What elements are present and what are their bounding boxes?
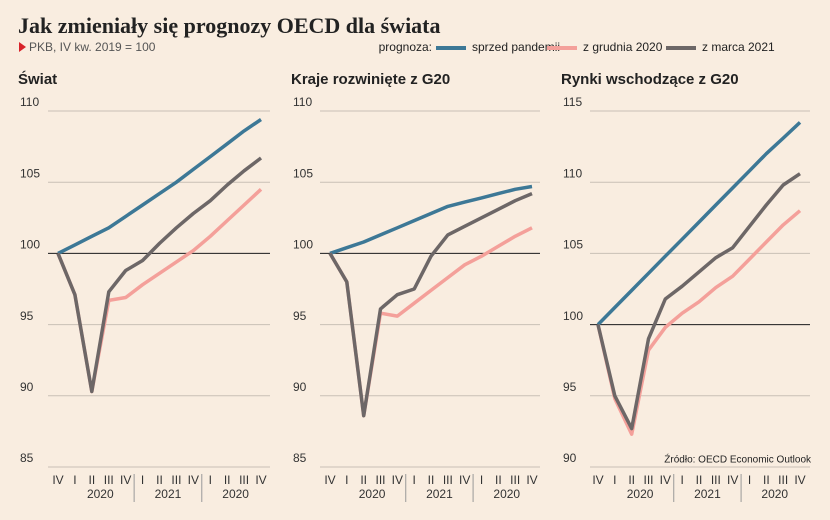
x-tick-label: I	[680, 473, 683, 487]
y-tick-label: 110	[563, 166, 582, 180]
x-tick-label: I	[613, 473, 616, 487]
year-label: 2020	[627, 487, 654, 501]
y-tick-label: 95	[563, 380, 577, 394]
subtitle-marker	[19, 42, 26, 52]
x-tick-label: III	[171, 473, 181, 487]
year-label: 2020	[761, 487, 788, 501]
x-tick-label: IV	[727, 473, 738, 487]
y-tick-label: 100	[563, 309, 583, 323]
year-label: 2020	[493, 487, 520, 501]
panel-title: Rynki wschodzące z G20	[561, 71, 739, 88]
x-tick-label: IV	[120, 473, 131, 487]
year-label: 2020	[87, 487, 114, 501]
year-label: 2020	[222, 487, 249, 501]
x-tick-label: III	[778, 473, 788, 487]
y-tick-label: 105	[293, 166, 313, 180]
x-tick-label: II	[428, 473, 435, 487]
x-tick-label: II	[156, 473, 163, 487]
y-tick-label: 95	[20, 309, 34, 323]
x-tick-label: IV	[188, 473, 199, 487]
y-tick-label: 105	[20, 166, 40, 180]
panel-title: Świat	[18, 70, 57, 88]
x-tick-label: III	[510, 473, 520, 487]
year-label: 2021	[426, 487, 453, 501]
x-tick-label: II	[696, 473, 703, 487]
y-tick-label: 90	[293, 380, 307, 394]
legend-entry: z grudnia 2020	[583, 40, 663, 54]
series-line	[56, 188, 263, 394]
series-line	[596, 172, 801, 431]
year-label: 2020	[359, 487, 386, 501]
x-tick-label: IV	[526, 473, 537, 487]
series-line	[329, 184, 533, 256]
y-tick-label: 85	[293, 451, 307, 465]
y-tick-label: 90	[563, 451, 577, 465]
x-tick-label: IV	[660, 473, 671, 487]
y-tick-label: 95	[293, 309, 307, 323]
x-tick-label: I	[480, 473, 483, 487]
y-tick-label: 110	[20, 95, 39, 109]
legend-label: prognoza:	[379, 40, 432, 54]
x-tick-label: III	[443, 473, 453, 487]
x-tick-label: IV	[459, 473, 470, 487]
x-tick-label: III	[375, 473, 385, 487]
y-tick-label: 90	[20, 380, 34, 394]
x-tick-label: IV	[52, 473, 63, 487]
x-tick-label: IV	[392, 473, 403, 487]
year-label: 2021	[694, 487, 721, 501]
series-line	[596, 121, 802, 326]
series-line	[56, 156, 263, 394]
x-tick-label: III	[711, 473, 721, 487]
panel-title: Kraje rozwinięte z G20	[291, 71, 450, 88]
title: Jak zmieniały się prognozy OECD dla świa…	[18, 13, 441, 38]
series-line	[328, 191, 533, 418]
x-tick-label: III	[239, 473, 249, 487]
y-tick-label: 100	[20, 238, 40, 252]
series-line	[596, 209, 802, 436]
x-tick-label: II	[224, 473, 231, 487]
legend-entry: sprzed pandemii	[472, 40, 560, 54]
y-tick-label: 100	[293, 238, 313, 252]
x-tick-label: II	[763, 473, 770, 487]
x-tick-label: II	[628, 473, 635, 487]
x-tick-label: IV	[324, 473, 335, 487]
subtitle: PKB, IV kw. 2019 = 100	[29, 40, 156, 54]
x-tick-label: I	[141, 473, 144, 487]
x-tick-label: IV	[255, 473, 266, 487]
source: Źródło: OECD Economic Outlook	[664, 453, 812, 466]
series-line	[57, 118, 262, 255]
year-label: 2021	[155, 487, 182, 501]
x-tick-label: I	[73, 473, 76, 487]
x-tick-label: I	[345, 473, 348, 487]
x-tick-label: IV	[592, 473, 603, 487]
x-tick-label: III	[104, 473, 114, 487]
x-tick-label: II	[360, 473, 367, 487]
x-tick-label: II	[88, 473, 95, 487]
x-tick-label: I	[412, 473, 415, 487]
x-tick-label: IV	[794, 473, 805, 487]
x-tick-label: II	[495, 473, 502, 487]
y-tick-label: 85	[20, 451, 34, 465]
x-tick-label: III	[643, 473, 653, 487]
y-tick-label: 105	[563, 238, 583, 252]
x-tick-label: I	[209, 473, 212, 487]
y-tick-label: 115	[563, 95, 582, 109]
y-tick-label: 110	[293, 95, 312, 109]
x-tick-label: I	[748, 473, 751, 487]
legend-entry: z marca 2021	[702, 40, 775, 54]
